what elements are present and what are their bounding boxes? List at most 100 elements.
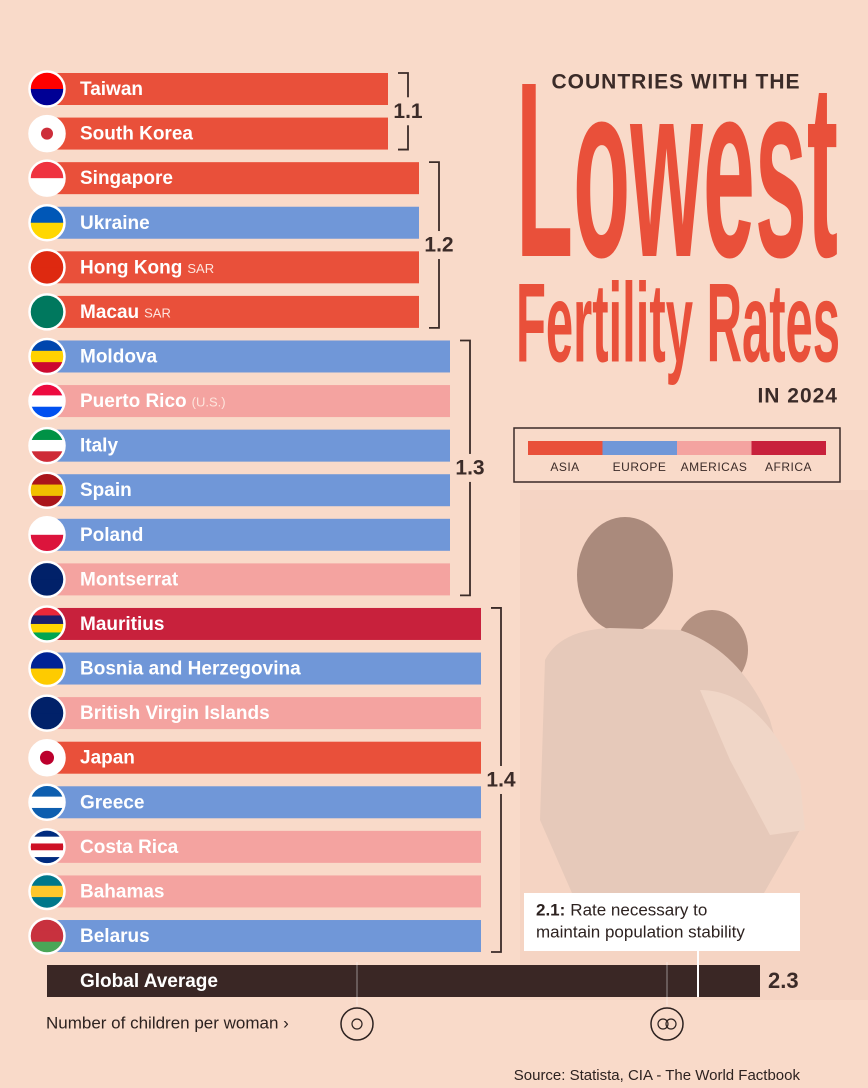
flag-stripe	[30, 439, 64, 452]
flag-stripe	[30, 178, 64, 196]
flag-stripe	[30, 897, 64, 909]
title-top: COUNTRIES WITH THE	[552, 71, 801, 94]
flag-stripe	[30, 632, 64, 641]
flag-stripe	[30, 161, 64, 179]
flag-stripe	[30, 807, 64, 820]
bar	[47, 117, 388, 150]
group-label-bg	[394, 97, 422, 126]
flag-ring	[28, 560, 66, 599]
bar	[47, 563, 450, 596]
bar	[47, 340, 450, 373]
legend-label: AFRICA	[765, 460, 812, 474]
category-label: Ukraine	[80, 213, 150, 234]
annotation-box	[524, 893, 800, 951]
flag-ring	[28, 783, 66, 822]
flag-stripe	[30, 757, 64, 775]
flag-ring	[28, 694, 66, 732]
category-label: Costa Rica	[80, 837, 179, 858]
flag-stripe	[30, 339, 64, 352]
flag-ring	[28, 516, 66, 554]
flag	[30, 384, 64, 419]
flag-ring	[28, 917, 66, 955]
flag-stripe	[30, 930, 64, 943]
flag-stripe	[30, 874, 64, 887]
flag	[30, 517, 64, 552]
flag-stripe	[30, 133, 64, 151]
category-note: SAR	[144, 305, 171, 320]
category-label: British Virgin Islands	[80, 703, 270, 724]
flag-stripe	[30, 484, 64, 497]
flag-stripe	[30, 451, 64, 463]
flag	[30, 294, 64, 329]
flag-stripe	[30, 606, 64, 616]
flag-stripe	[30, 205, 64, 224]
average-bar	[47, 965, 760, 997]
group-label-bg	[456, 453, 484, 482]
legend-label: AMERICAS	[681, 460, 748, 474]
legend-swatch	[528, 441, 603, 455]
flag-stripe	[30, 406, 64, 419]
flag-ring	[28, 828, 66, 866]
legend-label: ASIA	[550, 460, 579, 474]
icon-face	[657, 1018, 669, 1030]
flag-stripe	[30, 857, 64, 864]
flag-stripe	[30, 311, 64, 329]
flag-stripe	[30, 116, 64, 135]
group-label: 1.4	[486, 769, 516, 792]
flag-ring	[28, 159, 66, 197]
flag	[30, 205, 64, 240]
bar	[47, 920, 481, 953]
flag-ring	[28, 248, 66, 287]
flag-stripe	[30, 829, 64, 838]
flag-ring	[28, 114, 66, 153]
icon-circle	[340, 1007, 374, 1041]
flag	[30, 874, 64, 909]
bar	[47, 830, 481, 863]
bar	[47, 741, 481, 774]
flag-ring	[28, 70, 66, 108]
flag-stripe	[30, 623, 64, 633]
category-note: SAR	[187, 261, 214, 276]
flag	[30, 740, 64, 775]
flag	[30, 785, 64, 820]
flag	[30, 919, 64, 954]
category-label: Belarus	[80, 926, 150, 947]
title-sub: Fertility Rates	[516, 261, 840, 386]
flag-stripe	[30, 850, 64, 858]
category-label: Spain	[80, 480, 132, 501]
x-axis-label: Number of children per woman ›	[46, 1013, 289, 1032]
flag-ring	[28, 426, 66, 465]
category-label: Italy	[80, 436, 118, 457]
flag	[30, 651, 64, 686]
bar	[47, 385, 450, 418]
flag-dot	[40, 750, 54, 765]
flag-stripe	[30, 740, 64, 759]
icon-face	[351, 1018, 363, 1030]
flag-stripe	[30, 384, 64, 396]
flag-stripe	[30, 785, 64, 798]
flag-stripe	[30, 796, 64, 809]
legend-swatch	[751, 441, 826, 455]
title-year: IN 2024	[757, 385, 838, 408]
group-label: 1.3	[455, 456, 484, 479]
bar	[47, 518, 450, 551]
bar	[47, 875, 481, 908]
flag-stripe	[30, 885, 64, 898]
annotation-label: 2.1:	[536, 900, 565, 919]
flag-stripe	[30, 919, 64, 931]
flag-stripe	[30, 72, 64, 90]
category-label: Bahamas	[80, 881, 165, 902]
group-label: 1.2	[424, 234, 453, 257]
source: Source: Statista, CIA - The World Factbo…	[514, 1067, 801, 1084]
flag	[30, 250, 64, 285]
category-label: Puerto Rico	[80, 391, 187, 412]
flag-stripe	[30, 534, 64, 552]
bar	[47, 295, 419, 328]
flag	[30, 428, 64, 463]
legend-swatch	[602, 441, 677, 455]
title-main: Lowest	[516, 30, 838, 309]
flag-stripe	[30, 222, 64, 240]
bar	[47, 429, 450, 462]
flag-stripe	[30, 89, 64, 106]
